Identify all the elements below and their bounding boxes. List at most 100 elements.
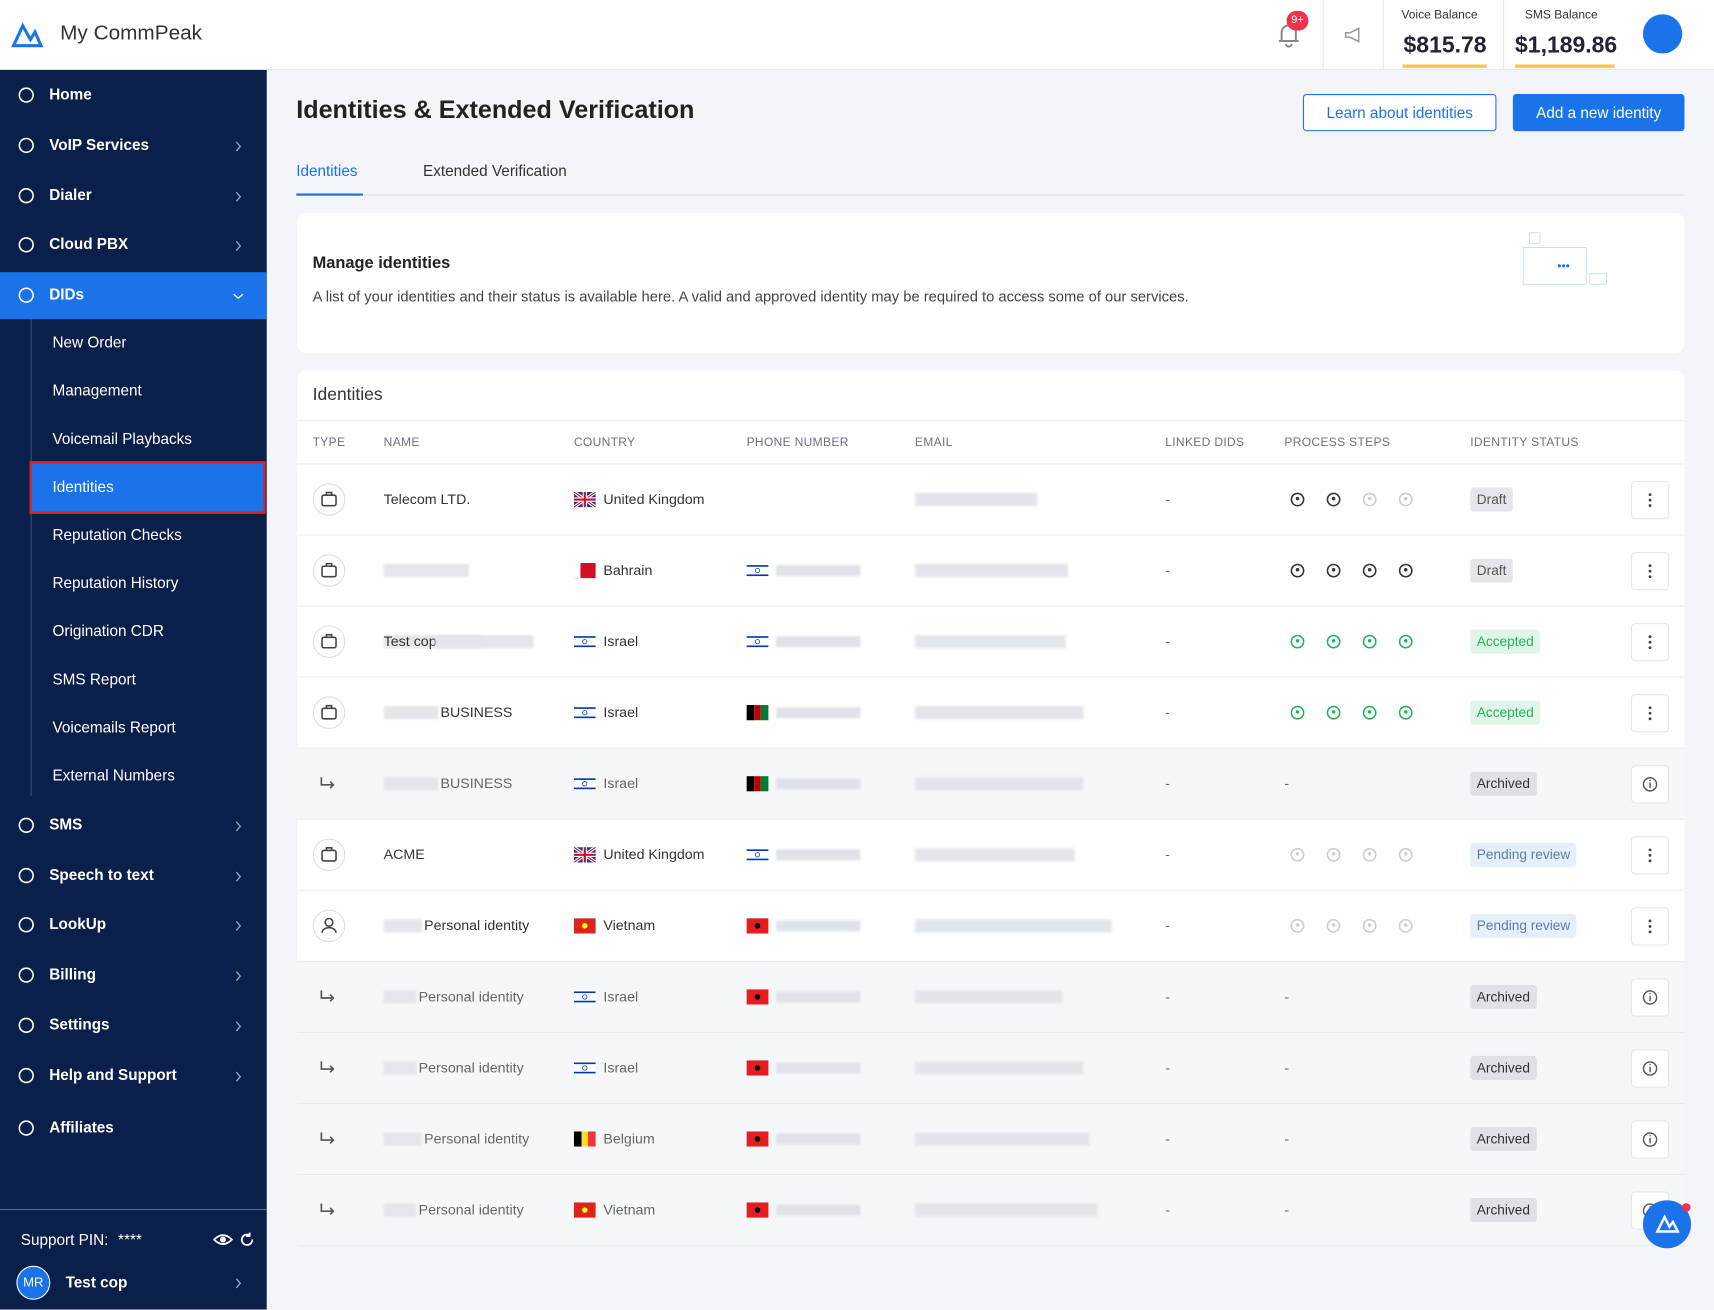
blurred-name — [383, 1132, 422, 1146]
nav-item[interactable]: Dialer — [49, 185, 92, 204]
chevron — [232, 819, 245, 832]
sub-item[interactable]: Reputation History — [52, 573, 179, 592]
flag — [573, 705, 596, 721]
blurred-name — [435, 635, 534, 649]
row-action[interactable] — [1630, 765, 1670, 804]
page-title: Identities & Extended Verification — [296, 95, 695, 124]
row-action[interactable] — [1630, 694, 1670, 733]
step-icon — [1397, 704, 1414, 721]
flag — [573, 633, 596, 650]
blurred-email — [914, 848, 1075, 862]
sub-item[interactable]: SMS Report — [52, 670, 136, 688]
row-action[interactable] — [1630, 836, 1670, 875]
status-badge: Archived — [1470, 1126, 1537, 1152]
flag — [573, 1060, 596, 1076]
illustration — [1493, 232, 1655, 337]
status-badge: Accepted — [1470, 700, 1541, 725]
blurred-email — [914, 706, 1084, 720]
step-icon — [1397, 491, 1414, 508]
sub-item[interactable]: Reputation Checks — [52, 525, 182, 544]
sub-item[interactable]: Origination CDR — [52, 621, 164, 640]
linked-dids: - — [1165, 917, 1170, 934]
row-action[interactable] — [1630, 623, 1670, 662]
column-header: EMAIL — [914, 436, 953, 450]
divider — [1503, 0, 1505, 70]
chevron — [232, 918, 245, 931]
country: Israel — [603, 988, 639, 1005]
chevron — [232, 289, 245, 302]
flag — [573, 1131, 596, 1147]
sub-active — [29, 461, 266, 514]
flag — [746, 562, 769, 579]
linked-dids: - — [1165, 561, 1170, 579]
row-action[interactable] — [1630, 907, 1670, 946]
nav-item[interactable]: Affiliates — [49, 1118, 114, 1136]
nav-active — [0, 272, 267, 320]
column-header: COUNTRY — [573, 436, 636, 450]
nav-icon — [16, 965, 36, 985]
nav-icon — [16, 285, 36, 305]
nav-item[interactable]: Home — [49, 85, 92, 103]
blurred-phone — [776, 991, 861, 1003]
chevron — [232, 1019, 245, 1032]
column-header: NAME — [383, 436, 420, 450]
nav-item[interactable]: Speech to text — [49, 865, 154, 884]
status-badge: Draft — [1470, 558, 1513, 583]
tab[interactable]: Extended Verification — [423, 161, 567, 180]
blurred-phone — [776, 920, 861, 932]
status-badge: Archived — [1470, 984, 1537, 1009]
name: Telecom LTD. — [383, 490, 471, 508]
sub-item[interactable]: External Numbers — [52, 766, 175, 784]
button-add[interactable]: Add a new identity — [1512, 94, 1685, 132]
nav-item[interactable]: Help and Support — [49, 1065, 177, 1084]
sub-item[interactable]: Identities — [52, 477, 114, 496]
nav-item[interactable]: DIDs — [49, 285, 85, 303]
country: Vietnam — [603, 917, 656, 934]
country: Israel — [603, 1059, 639, 1076]
row-action[interactable] — [1630, 978, 1670, 1017]
process-steps: - — [1284, 1059, 1290, 1076]
row-action[interactable] — [1630, 1120, 1670, 1159]
button-learn[interactable]: Learn about identities — [1302, 94, 1497, 132]
status-badge: Draft — [1470, 487, 1513, 512]
sub-item[interactable]: New Order — [52, 333, 127, 351]
row-action[interactable] — [1630, 1049, 1670, 1088]
name: Personal identity — [424, 1130, 530, 1147]
nav-item[interactable]: Cloud PBX — [49, 235, 129, 253]
step-icon — [1325, 704, 1342, 721]
column-header: TYPE — [312, 436, 346, 450]
row-action[interactable] — [1630, 552, 1670, 591]
sub-item[interactable]: Management — [52, 381, 142, 399]
nav-item[interactable]: Billing — [49, 965, 96, 983]
add-button[interactable] — [1642, 14, 1683, 54]
name: Personal identity — [424, 917, 530, 934]
tab-active[interactable]: Identities — [296, 161, 358, 180]
flag — [746, 705, 769, 721]
type-icon — [312, 908, 347, 943]
sub-item[interactable]: Voicemails Report — [52, 718, 176, 736]
country: Belgium — [603, 1130, 655, 1147]
chat-button[interactable] — [1642, 1200, 1692, 1249]
nav-item[interactable]: LookUp — [49, 914, 107, 933]
step-icon — [1289, 633, 1306, 650]
flag — [746, 1131, 769, 1147]
linked-dids: - — [1165, 846, 1170, 863]
blurred-name — [383, 777, 439, 791]
status-badge: Accepted — [1470, 629, 1541, 654]
nav-item[interactable]: VoIP Services — [49, 135, 150, 154]
step-icon — [1325, 562, 1342, 579]
type-icon — [312, 837, 347, 872]
sms-balance: $1,189.86 — [1515, 32, 1618, 58]
row-action[interactable] — [1630, 480, 1670, 520]
nav-item[interactable]: Settings — [49, 1015, 110, 1033]
type-icon — [317, 1199, 339, 1221]
nav-icon — [16, 186, 36, 206]
blurred-phone — [776, 778, 861, 790]
nav-item[interactable]: SMS — [49, 815, 83, 833]
blurred-email — [914, 1061, 1084, 1075]
linked-dids: - — [1165, 988, 1170, 1005]
type-icon — [317, 1128, 339, 1150]
blurred-name — [383, 1061, 417, 1075]
table-title: Identities — [312, 385, 383, 405]
sub-item[interactable]: Voicemail Playbacks — [52, 429, 192, 448]
